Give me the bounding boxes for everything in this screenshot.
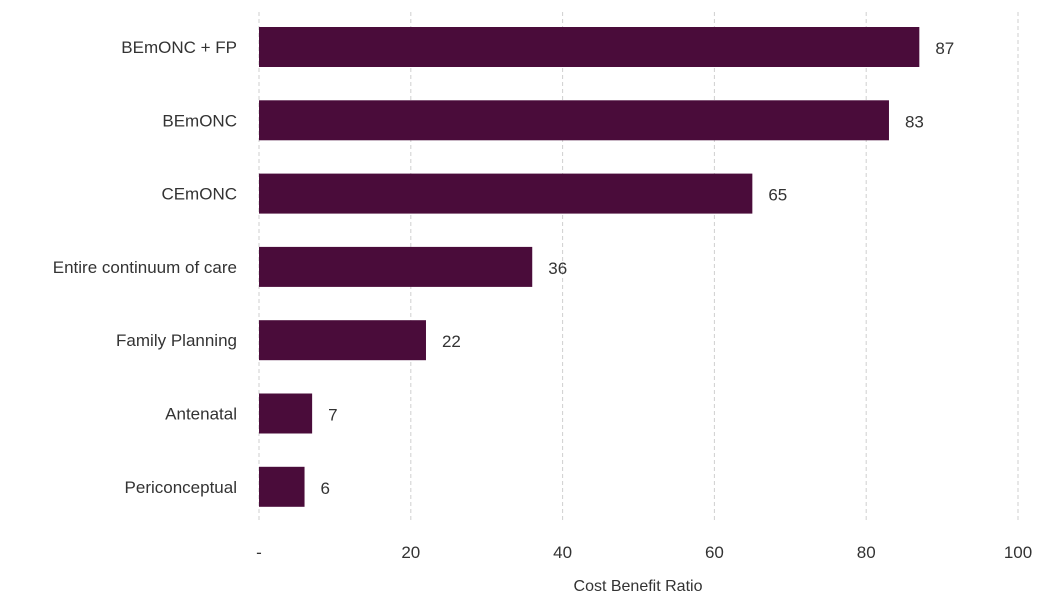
value-label: 87 — [935, 39, 954, 58]
x-tick-label: 100 — [1004, 543, 1032, 562]
value-label: 22 — [442, 332, 461, 351]
category-label: Antenatal — [165, 405, 237, 424]
value-label: 65 — [768, 186, 787, 205]
x-axis-title: Cost Benefit Ratio — [574, 578, 703, 595]
value-label: 83 — [905, 112, 924, 131]
value-label: 6 — [321, 479, 330, 498]
x-tick-labels: - 20 40 60 80 100 — [256, 543, 1032, 562]
value-label: 7 — [328, 406, 337, 425]
category-label: CEmONC — [161, 185, 237, 204]
category-label: Family Planning — [116, 331, 237, 350]
category-label: BEmONC — [162, 111, 237, 130]
category-labels: BEmONC + FP BEmONC CEmONC Entire continuum … — [53, 38, 237, 497]
grid-lines — [258, 12, 1019, 520]
category-label: Entire continuum of care — [53, 258, 237, 277]
bar — [259, 320, 426, 361]
x-tick-label: 80 — [857, 543, 876, 562]
value-label: 36 — [548, 259, 567, 278]
bar — [259, 173, 753, 214]
bar — [259, 27, 920, 67]
category-label: BEmONC + FP — [121, 38, 237, 57]
x-tick-label: 60 — [705, 543, 724, 562]
value-labels: 87 83 65 36 22 7 6 — [321, 39, 955, 498]
bar — [259, 466, 305, 507]
x-tick-label: - — [256, 543, 262, 562]
x-tick-label: 20 — [401, 543, 420, 562]
bar — [259, 100, 889, 141]
category-label: Periconceptual — [125, 478, 237, 497]
bar — [259, 246, 533, 287]
bar — [259, 393, 313, 434]
bars — [259, 27, 920, 507]
x-tick-label: 40 — [553, 543, 572, 562]
